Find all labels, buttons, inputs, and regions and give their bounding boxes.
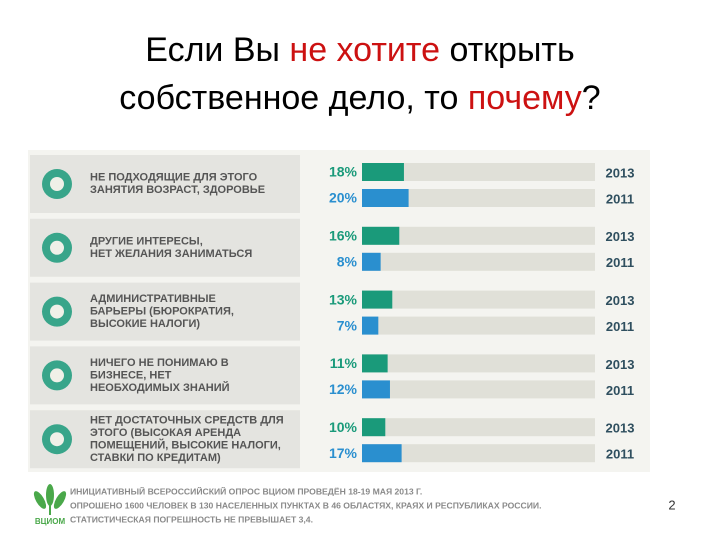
category-label: НИЧЕГО НЕ ПОНИМАЮ В bbox=[90, 357, 229, 369]
bar-track bbox=[362, 290, 595, 309]
category-label: СТАВКИ ПО КРЕДИТАМ) bbox=[90, 452, 221, 464]
year-label: 2013 bbox=[606, 293, 635, 308]
value-label: 12% bbox=[329, 381, 358, 397]
title-part: ? bbox=[582, 79, 601, 117]
year-label: 2011 bbox=[606, 255, 634, 270]
bar bbox=[362, 252, 381, 271]
category-panel bbox=[30, 346, 300, 405]
category-icon-detail bbox=[50, 304, 64, 319]
bar-track bbox=[362, 418, 595, 437]
year-label: 2013 bbox=[606, 229, 635, 244]
bar bbox=[362, 316, 379, 335]
category-label: НЕТ ЖЕЛАНИЯ ЗАНИМАТЬСЯ bbox=[90, 248, 252, 260]
category-icon-detail bbox=[50, 368, 64, 383]
title-part: не хотите bbox=[289, 31, 440, 69]
bar-track bbox=[362, 444, 595, 463]
bar-track bbox=[362, 380, 595, 399]
year-label: 2011 bbox=[606, 383, 634, 398]
year-label: 2013 bbox=[606, 421, 635, 436]
category-label: ДРУГИЕ ИНТЕРЕСЫ, bbox=[90, 235, 203, 247]
bar-track bbox=[362, 226, 595, 245]
category-panel bbox=[30, 410, 300, 469]
bar-track bbox=[362, 189, 595, 207]
bar bbox=[362, 380, 390, 399]
value-label: 17% bbox=[329, 445, 358, 461]
value-label: 11% bbox=[330, 355, 358, 371]
category-label: НЕТ ДОСТАТОЧНЫХ СРЕДСТВ ДЛЯ bbox=[90, 414, 284, 426]
bar-track bbox=[362, 354, 595, 373]
footer-line: СТАТИСТИЧЕСКАЯ ПОГРЕШНОСТЬ НЕ ПРЕВЫШАЕТ … bbox=[70, 514, 313, 524]
bar bbox=[362, 290, 393, 309]
title-part: собственное дело, то bbox=[119, 79, 468, 117]
logo-icon bbox=[33, 484, 67, 515]
page-number: 2 bbox=[668, 497, 675, 512]
bar bbox=[362, 163, 404, 181]
year-label: 2011 bbox=[606, 191, 634, 206]
category-panel bbox=[30, 218, 300, 277]
value-label: 20% bbox=[329, 190, 358, 206]
category-icon-detail bbox=[50, 432, 64, 447]
category-label: НЕОБХОДИМЫХ ЗНАНИЙ bbox=[90, 381, 230, 394]
bar bbox=[362, 354, 388, 373]
year-label: 2013 bbox=[606, 165, 635, 180]
value-label: 16% bbox=[329, 228, 358, 244]
footer-line: ИНИЦИАТИВНЫЙ ВСЕРОССИЙСКИЙ ОПРОС ВЦИОМ П… bbox=[70, 485, 422, 496]
category-label: АДМИНИСТРАТИВНЫЕ bbox=[90, 293, 216, 305]
category-icon-detail bbox=[50, 177, 64, 191]
bar bbox=[362, 189, 409, 207]
logo-text: ВЦИОМ bbox=[35, 517, 66, 526]
category-label: ПОМЕЩЕНИЙ, ВЫСОКИЕ НАЛОГИ, bbox=[90, 438, 281, 451]
year-label: 2011 bbox=[606, 319, 634, 334]
title-part: Если Вы bbox=[145, 31, 289, 69]
year-label: 2013 bbox=[606, 357, 635, 372]
bar-track bbox=[362, 163, 595, 181]
category-label: БИЗНЕСЕ, НЕТ bbox=[90, 369, 172, 381]
bar-track bbox=[362, 316, 595, 335]
category-icon-detail bbox=[50, 240, 64, 255]
title-line: собственное дело, то почему? bbox=[119, 79, 600, 117]
bar-track bbox=[362, 252, 595, 271]
year-label: 2011 bbox=[606, 447, 634, 462]
footer-line: ОПРОШЕНО 1600 ЧЕЛОВЕК В 130 НАСЕЛЕННЫХ П… bbox=[70, 500, 541, 510]
title-line: Если Вы не хотите открыть bbox=[145, 31, 574, 69]
value-label: 10% bbox=[329, 419, 358, 435]
category-label: ЗАНЯТИЯ ВОЗРАСТ, ЗДОРОВЬЕ bbox=[90, 184, 265, 196]
category-label: ВЫСОКИЕ НАЛОГИ) bbox=[90, 318, 200, 330]
value-label: 7% bbox=[337, 317, 358, 333]
category-label: НЕ ПОДХОДЯЩИЕ ДЛЯ ЭТОГО bbox=[90, 172, 258, 184]
bar bbox=[362, 444, 402, 463]
title-part: открыть bbox=[440, 31, 575, 69]
category-label: БАРЬЕРЫ (БЮРОКРАТИЯ, bbox=[90, 306, 234, 318]
value-label: 13% bbox=[329, 291, 358, 307]
category-panel bbox=[30, 155, 300, 213]
category-label: ЭТОГО (ВЫСОКАЯ АРЕНДА bbox=[90, 427, 241, 439]
bar bbox=[362, 226, 400, 245]
value-label: 8% bbox=[337, 254, 358, 270]
title-part: почему bbox=[468, 79, 582, 117]
bar bbox=[362, 418, 386, 437]
value-label: 18% bbox=[329, 164, 358, 180]
category-panel bbox=[30, 282, 300, 341]
